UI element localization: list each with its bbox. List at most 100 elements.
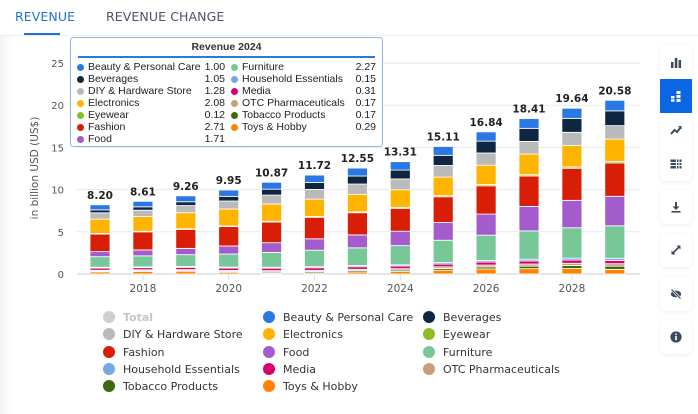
bar-segment-diy-hardware-store-2026 xyxy=(475,152,497,166)
bar-segment-food-2023 xyxy=(346,234,368,249)
tooltip-row-label: Tobacco Products xyxy=(242,109,326,121)
legend-item-food[interactable]: Food xyxy=(263,344,309,360)
bar-segment-electronics-2020 xyxy=(218,208,240,227)
hide-button[interactable] xyxy=(660,277,692,311)
tooltip-row-value: 1.71 xyxy=(204,133,225,145)
bar-segment-fashion-2021 xyxy=(261,221,283,244)
bar-segment-toys-hobby-2025 xyxy=(432,269,454,275)
bar-total-label: 10.87 xyxy=(255,167,288,179)
download-button[interactable] xyxy=(660,190,692,224)
bar-segment-beauty-personal-care-2020 xyxy=(218,189,240,197)
bar-segment-diy-hardware-store-2017 xyxy=(89,212,111,220)
legend-label: Media xyxy=(283,362,317,376)
bar-chart-button[interactable] xyxy=(660,45,692,79)
bar-segment-food-2021 xyxy=(261,242,283,253)
bar-segment-electronics-2026 xyxy=(475,164,497,186)
series-dot-icon xyxy=(77,63,84,71)
series-dot-icon xyxy=(77,135,84,143)
legend-item-diy-hardware-store[interactable]: DIY & Hardware Store xyxy=(103,326,243,342)
bar-segment-furniture-2027 xyxy=(518,230,540,260)
bar-segment-media-2025 xyxy=(432,263,454,268)
bar-segment-fashion-2019 xyxy=(175,228,197,249)
legend-item-media[interactable]: Media xyxy=(263,361,316,377)
bar-segment-food-2027 xyxy=(518,205,540,232)
legend-label: Toys & Hobby xyxy=(283,379,358,393)
info-button[interactable] xyxy=(660,320,692,354)
tab-revenue-change[interactable]: REVENUE CHANGE xyxy=(106,9,225,24)
legend-label: Food xyxy=(283,345,310,359)
bar-segment-electronics-2022 xyxy=(304,198,325,217)
legend-marker-icon xyxy=(103,328,115,340)
stacked-bar-button[interactable] xyxy=(660,79,692,113)
series-dot-icon xyxy=(77,87,84,95)
tooltip-row: Furniture 2.27 xyxy=(231,61,376,73)
bar-segment-diy-hardware-store-2024 xyxy=(389,178,411,191)
legend-label: DIY & Hardware Store xyxy=(123,327,243,341)
tooltip-row-label: Media xyxy=(242,85,271,97)
legend-item-electronics[interactable]: Electronics xyxy=(263,326,343,342)
legend-item-furniture[interactable]: Furniture xyxy=(423,344,492,360)
tooltip-row-value: 0.29 xyxy=(355,121,376,133)
table-icon xyxy=(670,159,682,169)
legend-item-household-essentials[interactable]: Household Essentials xyxy=(103,361,240,377)
series-dot-icon xyxy=(77,123,84,131)
fullscreen-button[interactable] xyxy=(660,233,692,267)
tooltip-row-value: 0.15 xyxy=(355,73,376,85)
bar-segment-furniture-2028 xyxy=(561,227,583,259)
tooltip-row-value: 1.00 xyxy=(204,61,226,73)
tooltip-row-label: Food xyxy=(88,133,112,145)
y-tick-label: 25 xyxy=(51,59,64,70)
table-button[interactable] xyxy=(660,147,692,181)
bar-segment-food-2025 xyxy=(432,222,454,241)
y-tick-label: 10 xyxy=(51,186,64,197)
tooltip-row-value: 0.17 xyxy=(355,109,376,121)
bar-segment-fashion-2023 xyxy=(346,212,368,236)
legend-marker-icon xyxy=(103,380,115,392)
legend-item-eyewear[interactable]: Eyewear xyxy=(423,326,490,342)
x-tick-label: 2018 xyxy=(130,283,157,295)
bar-segment-fashion-2027 xyxy=(518,175,540,207)
legend-item-fashion[interactable]: Fashion xyxy=(103,344,165,360)
bar-segment-electronics-2021 xyxy=(261,203,283,222)
legend-item-toys-hobby[interactable]: Toys & Hobby xyxy=(263,378,358,394)
legend-label: Fashion xyxy=(123,345,165,359)
legend-item-tobacco-products[interactable]: Tobacco Products xyxy=(103,378,218,394)
bar-total-label: 16.84 xyxy=(469,117,502,129)
chart-type-toolbar xyxy=(660,45,692,181)
x-tick-label: 2024 xyxy=(387,283,414,295)
legend-item-otc-pharmaceuticals[interactable]: OTC Pharmaceuticals xyxy=(423,361,560,377)
bar-segment-furniture-2026 xyxy=(475,234,497,261)
bar-segment-food-2017 xyxy=(89,251,111,258)
series-dot-icon xyxy=(231,75,238,83)
bar-total-label: 9.95 xyxy=(216,175,242,187)
bar-segment-beverages-2028 xyxy=(561,117,583,133)
legend-item-total[interactable]: Total xyxy=(103,309,153,325)
legend-item-beauty-personal-care[interactable]: Beauty & Personal Care xyxy=(263,309,413,325)
bar-segment-tobacco-products-2029 xyxy=(604,265,626,270)
tooltip-row-label: OTC Pharmaceuticals xyxy=(242,97,345,109)
line-chart-button[interactable] xyxy=(660,113,692,147)
legend-marker-icon xyxy=(103,346,115,358)
bar-segment-diy-hardware-store-2028 xyxy=(561,131,583,146)
tooltip-row-value: 2.27 xyxy=(355,61,376,73)
bar-segment-electronics-2027 xyxy=(518,153,540,176)
tooltip-row-value: 0.12 xyxy=(204,109,225,121)
series-dot-icon xyxy=(77,111,84,119)
x-tick-label: 2020 xyxy=(215,283,242,295)
bar-segment-beauty-personal-care-2027 xyxy=(518,118,540,129)
legend-item-beverages[interactable]: Beverages xyxy=(423,309,501,325)
bar-total-label: 20.58 xyxy=(598,85,631,97)
line-chart-icon xyxy=(670,126,682,135)
bar-segment-furniture-2023 xyxy=(346,247,368,266)
bar-segment-furniture-2024 xyxy=(389,245,411,266)
bar-segment-beverages-2022 xyxy=(304,182,325,190)
tooltip-row: Beauty & Personal Care 1.00 xyxy=(77,61,225,73)
bar-segment-media-2028 xyxy=(561,259,583,264)
bar-segment-toys-hobby-2027 xyxy=(518,268,540,275)
bar-total-label: 13.31 xyxy=(384,147,417,159)
bar-segment-beverages-2020 xyxy=(218,195,240,202)
bar-segment-diy-hardware-store-2021 xyxy=(261,194,283,205)
info-button-wrap xyxy=(660,320,692,354)
y-axis-title: in billion USD (US$) xyxy=(29,117,41,220)
tab-revenue[interactable]: REVENUE xyxy=(15,9,76,24)
